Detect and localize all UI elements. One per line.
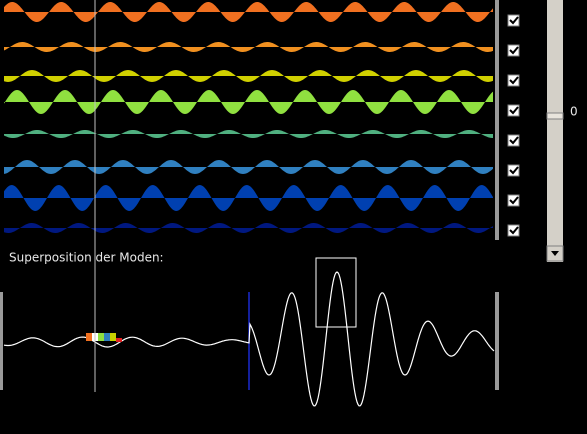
mode-wave: [4, 185, 493, 211]
mode-wave: [4, 2, 493, 22]
checkbox[interactable]: [507, 44, 520, 57]
checkbox[interactable]: [507, 14, 520, 27]
mode-wave: [4, 90, 493, 114]
check-mark: [509, 136, 519, 145]
checkbox[interactable]: [507, 224, 520, 237]
slider-value: 0: [570, 105, 578, 119]
checkbox[interactable]: [507, 104, 520, 117]
mode-wave: [4, 160, 493, 174]
check-mark: [509, 166, 519, 175]
mode-wave: [4, 70, 493, 82]
mode-wave: [4, 223, 493, 233]
panel-edge: [495, 0, 499, 240]
check-mark: [509, 226, 519, 235]
panel-edge: [495, 292, 499, 390]
slider-thumb[interactable]: [546, 112, 564, 120]
panel-edge: [0, 292, 3, 390]
checkbox[interactable]: [507, 164, 520, 177]
checkbox[interactable]: [507, 74, 520, 87]
mode-waves: [4, 2, 493, 233]
checkbox[interactable]: [507, 134, 520, 147]
check-mark: [509, 46, 519, 55]
check-mark: [509, 76, 519, 85]
mode-wave: [4, 130, 493, 138]
zoom-box[interactable]: [315, 257, 357, 328]
superposition-label: Superposition der Moden:: [9, 251, 164, 265]
slider-track[interactable]: [547, 0, 563, 262]
superposition-curve: [3, 271, 495, 407]
check-mark: [509, 16, 519, 25]
checkbox[interactable]: [507, 194, 520, 207]
check-mark: [509, 196, 519, 205]
mode-checkboxes: [507, 14, 520, 237]
check-mark: [509, 106, 519, 115]
mode-wave: [4, 42, 493, 52]
arrow-icon: [551, 251, 559, 256]
